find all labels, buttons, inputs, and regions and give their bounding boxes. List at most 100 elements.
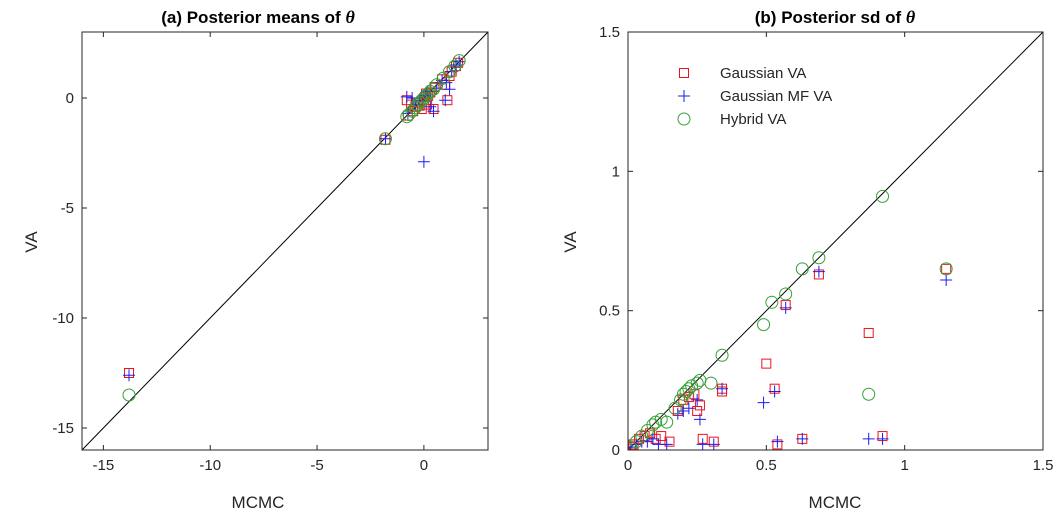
data-point-square (694, 400, 705, 411)
data-point-circle (939, 262, 953, 276)
x-tick-label: 0.5 (756, 457, 777, 474)
data-point-circle (427, 82, 441, 96)
data-point-circle (704, 376, 718, 390)
plot-area (82, 32, 488, 450)
legend-label: Gaussian MF VA (720, 88, 832, 105)
y-tick-label: -10 (52, 310, 74, 327)
data-point-square (941, 263, 952, 274)
x-tick-label: 0 (420, 457, 428, 474)
data-point-plus (682, 402, 695, 415)
legend-label: Gaussian VA (720, 65, 806, 82)
y-tick-label: 1 (612, 163, 620, 180)
series-square (628, 263, 952, 450)
x-tick-label: 0 (624, 457, 632, 474)
series-circle (122, 54, 466, 402)
data-point-circle (812, 251, 826, 265)
data-point-plus (379, 132, 392, 145)
x-tick-label: -10 (199, 457, 221, 474)
y-tick-label: 0 (612, 442, 620, 459)
data-point-plus (876, 432, 889, 445)
data-point-plus (439, 94, 452, 107)
data-point-plus (771, 435, 784, 448)
data-point-plus (678, 90, 690, 102)
data-point-plus (443, 83, 456, 96)
data-point-square (678, 394, 689, 405)
data-point-circle (677, 112, 691, 126)
y-tick-label: 0.5 (599, 303, 620, 320)
data-point-circle (765, 295, 779, 309)
data-point-square (863, 327, 874, 338)
legend-label: Hybrid VA (720, 111, 786, 128)
data-point-plus (796, 432, 809, 445)
data-point-circle (690, 376, 704, 390)
data-point-circle (715, 348, 729, 362)
data-point-circle (668, 401, 682, 415)
data-point-plus (449, 59, 462, 71)
reference-line (628, 32, 1043, 450)
data-point-plus (768, 385, 781, 398)
chart-title: (b) Posterior sd of θ (755, 7, 916, 27)
data-point-circle (862, 387, 876, 401)
chart-title: (a) Posterior means of θ (161, 7, 355, 27)
data-point-plus (646, 432, 659, 445)
data-point-circle (693, 373, 707, 387)
data-point-circle (122, 388, 136, 402)
y-axis-label: VA (22, 231, 41, 253)
panel-posterior-sd: (b) Posterior sd of θ 0 0.5 1 1.5 0 0.5 1 1.5 M… (561, 7, 1053, 512)
series-circle (628, 189, 953, 450)
data-point-plus (691, 393, 704, 406)
y-axis-label: VA (561, 231, 580, 253)
data-point-plus (660, 438, 673, 450)
data-point-circle (419, 89, 433, 103)
x-axis-label: MCMC (232, 493, 285, 512)
data-point-plus (862, 432, 875, 445)
data-point-circle (876, 189, 890, 203)
x-tick-label: 1 (900, 457, 908, 474)
data-point-plus (123, 369, 136, 382)
y-tick-label: 1.5 (599, 24, 620, 41)
data-point-plus (400, 90, 413, 103)
x-tick-label: -5 (310, 457, 323, 474)
y-tick-label: 0 (66, 90, 74, 107)
data-point-square (645, 428, 656, 439)
data-point-plus (757, 396, 770, 409)
legend: Gaussian VA Gaussian MF VA Hybrid VA (677, 65, 832, 128)
tick-labels: -15 -10 -5 0 -15 -10 -5 0 (52, 32, 488, 474)
data-point-circle (378, 132, 392, 146)
legend-item: Gaussian MF VA (678, 88, 832, 105)
data-point-circle (795, 262, 809, 276)
axes-box (627, 31, 1044, 451)
legend-item: Gaussian VA (679, 65, 806, 82)
data-point-square (664, 436, 675, 447)
data-point-plus (716, 382, 729, 395)
data-point-plus (779, 301, 792, 314)
y-tick-label: -5 (61, 200, 74, 217)
data-point-circle (452, 54, 466, 68)
series-plus (123, 55, 466, 382)
data-point-square (761, 358, 772, 369)
data-point-square (656, 431, 667, 442)
legend-item: Hybrid VA (677, 111, 786, 128)
x-tick-label: 1.5 (1033, 457, 1054, 474)
plot-area (628, 32, 1043, 450)
data-point-plus (417, 155, 430, 168)
data-point-square (634, 433, 645, 444)
data-point-plus (427, 105, 440, 118)
data-point-plus (812, 265, 825, 278)
data-point-circle (757, 318, 771, 332)
data-point-circle (405, 104, 419, 118)
y-tick-label: -15 (52, 420, 74, 437)
data-point-circle (779, 287, 793, 301)
data-point-square (692, 405, 703, 416)
panel-posterior-means: (a) Posterior means of θ -15 -10 -5 0 -15 -10… (22, 7, 489, 512)
data-point-circle (660, 415, 674, 429)
data-point-plus (940, 274, 953, 287)
data-point-plus (677, 404, 690, 417)
data-point-plus (696, 438, 709, 450)
data-point-plus (707, 438, 720, 450)
series-plus (628, 265, 953, 450)
x-axis-label: MCMC (809, 493, 862, 512)
x-tick-label: -15 (93, 457, 115, 474)
axes-box (81, 31, 489, 451)
